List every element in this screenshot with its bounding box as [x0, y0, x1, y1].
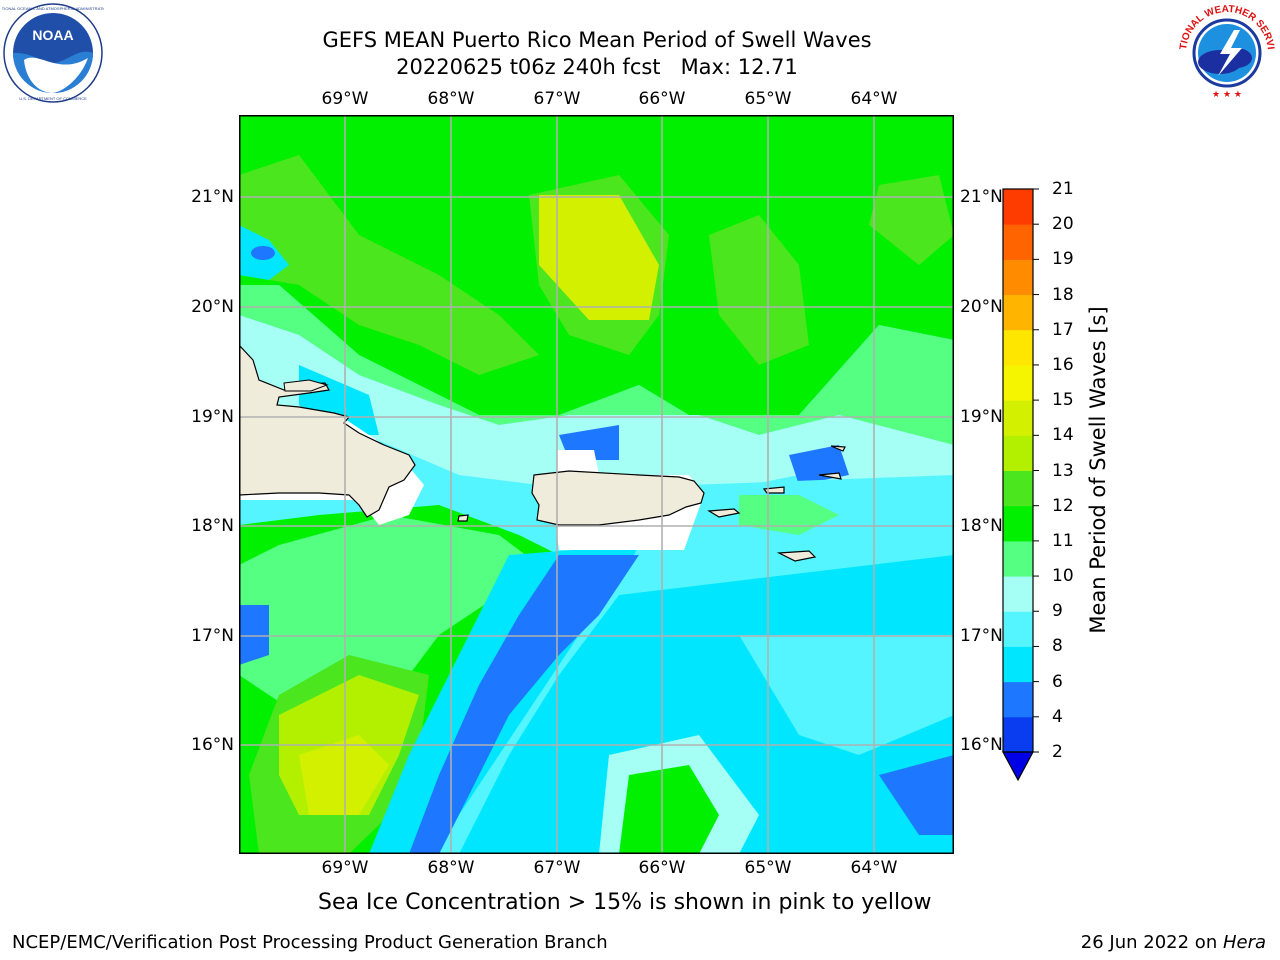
- colorbar-segment: [1003, 716, 1033, 753]
- colorbar-segment: [1003, 470, 1033, 507]
- noaa-logo: NOAA NATIONAL OCEANIC AND ATMOSPHERIC AD…: [2, 3, 104, 103]
- field-8-southeast: [739, 635, 954, 755]
- colorbar-tick-label: 11: [1052, 530, 1074, 551]
- noaa-logo-text: NOAA: [32, 27, 73, 43]
- lon-tick-top: 66°W: [638, 89, 686, 109]
- map-frame: [239, 115, 954, 854]
- colorbar-tick-label: 20: [1052, 214, 1074, 235]
- colorbar-tick-label: 16: [1052, 354, 1074, 375]
- lat-tick-right: 18°N: [960, 516, 1003, 536]
- land-vieques: [707, 508, 741, 518]
- colorbar-segment: [1003, 400, 1033, 436]
- colorbar-tick-label: 17: [1052, 319, 1074, 340]
- footer-branch: NCEP/EMC/Verification Post Processing Pr…: [12, 932, 608, 953]
- land-puerto-rico: [531, 470, 705, 526]
- colorbar-segment: [1003, 364, 1033, 401]
- land-anegada: [818, 472, 842, 480]
- lat-tick-right: 19°N: [960, 407, 1003, 427]
- colorbar-segment: [1003, 540, 1033, 577]
- colorbar-tick-label: 12: [1052, 495, 1074, 516]
- colorbar-tick-label: 18: [1052, 284, 1074, 305]
- colorbar-under-arrow: [1002, 751, 1035, 782]
- lon-tick-bottom: 66°W: [638, 858, 686, 878]
- colorbar-segment: [1003, 224, 1033, 260]
- colorbar-tick-label: 8: [1052, 636, 1063, 657]
- map-title: GEFS MEAN Puerto Rico Mean Period of Swe…: [322, 28, 872, 52]
- colorbar-segment: [1003, 294, 1033, 331]
- land-virgin-islands: [762, 486, 785, 494]
- lat-tick-right: 20°N: [960, 297, 1003, 317]
- field-10-east: [739, 495, 839, 535]
- lon-tick-bottom: 69°W: [321, 858, 369, 878]
- field-4-6-west-edge: [239, 605, 269, 665]
- lon-tick-top: 69°W: [321, 89, 369, 109]
- svg-text:NATIONAL OCEANIC AND ATMOSPHER: NATIONAL OCEANIC AND ATMOSPHERIC ADMINIS…: [2, 6, 104, 11]
- graticule: [239, 115, 954, 854]
- colorbar-segment: [1003, 189, 1033, 225]
- lat-tick-left: 20°N: [191, 297, 234, 317]
- lat-tick-left: 16°N: [191, 735, 234, 755]
- colorbar-segment: [1003, 646, 1033, 683]
- field-10-11-north: [239, 285, 954, 445]
- colorbar-tick-label: 14: [1052, 425, 1074, 446]
- land-sombrero: [830, 445, 846, 452]
- colorbar-tick-label: 13: [1052, 460, 1074, 481]
- colorbar-tick-label: 9: [1052, 601, 1063, 622]
- nws-logo: NATIONAL WEATHER SERVICE ★ ★ ★: [1176, 2, 1276, 102]
- colorbar-title: Mean Period of Swell Waves [s]: [1086, 306, 1110, 634]
- colorbar-segment: [1003, 611, 1033, 647]
- footer-host: Hera: [1222, 932, 1266, 953]
- field-11-south-patch: [619, 765, 719, 854]
- colorbar-segment: [1003, 505, 1033, 542]
- lon-tick-top: 65°W: [744, 89, 792, 109]
- colorbar-tick-label: 19: [1052, 249, 1074, 270]
- lon-tick-bottom: 67°W: [533, 858, 581, 878]
- lon-tick-bottom: 65°W: [744, 858, 792, 878]
- footer-date: 26 Jun 2022 on Hera: [1081, 932, 1266, 953]
- colorbar: [1002, 188, 1039, 782]
- field-6-8-southeast: [459, 555, 954, 854]
- lon-tick-bottom: 64°W: [850, 858, 898, 878]
- colorbar-segment: [1003, 576, 1033, 612]
- colorbar-tick-label: 21: [1052, 179, 1074, 199]
- colorbar-segment: [1003, 435, 1033, 471]
- colorbar-segment: [1003, 329, 1033, 366]
- lat-tick-left: 19°N: [191, 407, 234, 427]
- field-13-14-north: [539, 195, 659, 320]
- lat-tick-left: 17°N: [191, 626, 234, 646]
- swell-period-map: [239, 115, 954, 854]
- colorbar-segment: [1003, 259, 1033, 296]
- field-14-south: [299, 735, 389, 815]
- lat-tick-right: 16°N: [960, 735, 1003, 755]
- colorbar-tick-label: 4: [1052, 706, 1063, 727]
- lat-tick-right: 17°N: [960, 626, 1003, 646]
- field-4-6-nw: [251, 246, 275, 260]
- field-4-6-se: [879, 755, 954, 835]
- land-st-croix: [776, 550, 817, 562]
- field-12-north-west: [239, 155, 539, 375]
- lon-tick-top: 64°W: [850, 89, 898, 109]
- colorbar-tick-label: 6: [1052, 671, 1063, 692]
- map-subtitle: 20220625 t06z 240h fcst Max: 12.71: [396, 55, 798, 79]
- lat-tick-right: 21°N: [960, 187, 1003, 207]
- lon-tick-bottom: 68°W: [427, 858, 475, 878]
- land-tortuga: [283, 379, 329, 392]
- lat-tick-left: 18°N: [191, 516, 234, 536]
- svg-text:U.S. DEPARTMENT OF COMMERCE: U.S. DEPARTMENT OF COMMERCE: [19, 96, 87, 101]
- land-mona: [457, 514, 469, 522]
- lat-tick-left: 21°N: [191, 187, 234, 207]
- svg-text:★ ★ ★: ★ ★ ★: [1212, 90, 1242, 100]
- field-4-6-south-channel: [409, 555, 639, 854]
- lon-tick-top: 67°W: [533, 89, 581, 109]
- field-12-north-east: [709, 215, 809, 365]
- colorbar-segment: [1003, 681, 1033, 718]
- colorbar-tick-label: 2: [1052, 742, 1063, 762]
- colorbar-tick-label: 10: [1052, 566, 1074, 587]
- lon-tick-top: 68°W: [427, 89, 475, 109]
- colorbar-tick-label: 15: [1052, 390, 1074, 411]
- field-9-10: [239, 315, 954, 515]
- sea-ice-caption: Sea Ice Concentration > 15% is shown in …: [318, 890, 932, 915]
- footer-date-text: 26 Jun 2022 on: [1080, 932, 1223, 953]
